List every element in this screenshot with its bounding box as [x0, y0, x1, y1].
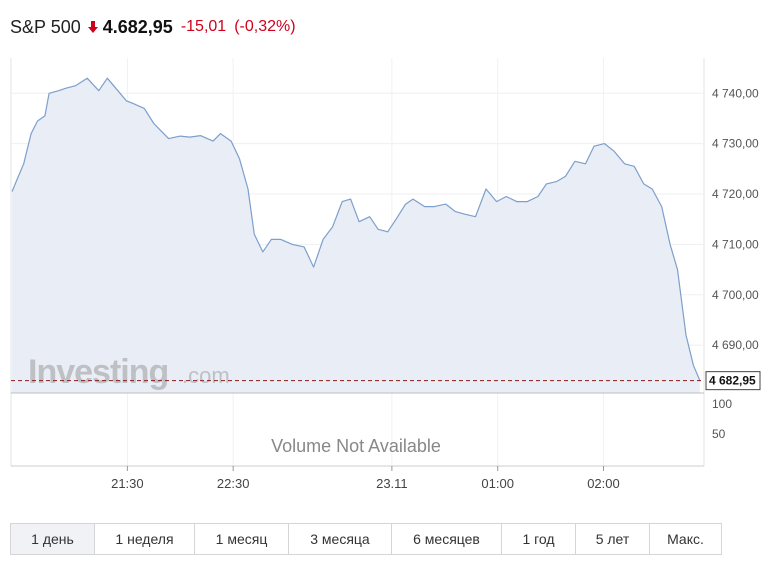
investing-logo-suffix: .com [182, 363, 230, 388]
tab-1-week[interactable]: 1 неделя [95, 524, 195, 554]
volume-tick-label: 100 [712, 397, 732, 411]
tab-6-months[interactable]: 6 месяцев [392, 524, 502, 554]
x-tick-label: 21:30 [111, 476, 144, 491]
quote-header: S&P 500 4.682,95 -15,01 (-0,32%) [10, 14, 296, 40]
tab-1-year[interactable]: 1 год [502, 524, 576, 554]
volume-tick-label: 50 [712, 427, 726, 441]
tab-1-day[interactable]: 1 день [11, 524, 95, 554]
price-change: -15,01 [180, 18, 227, 35]
tab-1-month[interactable]: 1 месяц [195, 524, 289, 554]
y-tick-label: 4 740,00 [712, 86, 759, 100]
volume-unavailable-text: Volume Not Available [271, 436, 441, 456]
x-tick-label: 23.11 [376, 476, 408, 491]
last-price-label: 4 682,95 [709, 374, 756, 388]
tab-5-years[interactable]: 5 лет [576, 524, 650, 554]
y-tick-label: 4 730,00 [712, 137, 759, 151]
y-tick-label: 4 720,00 [712, 187, 759, 201]
tab-max[interactable]: Макс. [667, 531, 704, 547]
arrow-down-icon [87, 21, 98, 33]
y-tick-label: 4 690,00 [712, 338, 759, 352]
last-price: 4.682,95 [102, 16, 173, 37]
price-area [12, 78, 700, 393]
investing-logo-watermark: Investing [28, 353, 168, 391]
x-tick-label: 01:00 [481, 476, 514, 491]
last-price-marker [705, 371, 761, 391]
x-tick-label: 02:00 [587, 476, 620, 491]
tab-3-months[interactable]: 3 месяца [289, 524, 392, 554]
y-tick-label: 4 700,00 [712, 288, 759, 302]
y-tick-label: 4 710,00 [712, 237, 759, 251]
price-line [11, 77, 701, 381]
x-tick-label: 22:30 [217, 476, 250, 491]
price-change-percent: (-0,32%) [234, 18, 296, 35]
price-chart[interactable]: 4 690,00 4 700,00 4 710,00 4 720,00 4 730,00… [0, 0, 776, 515]
timeframe-tabs: 1 день 1 неделя 1 месяц 3 месяца 6 месяц… [10, 523, 722, 555]
index-name: S&P 500 [10, 16, 81, 37]
